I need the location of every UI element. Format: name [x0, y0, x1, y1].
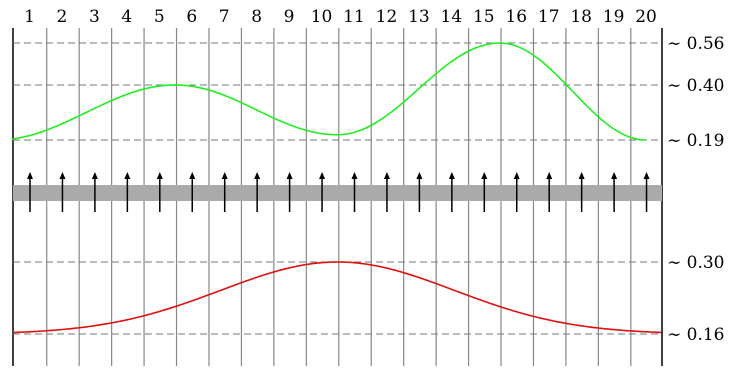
column-label: 8 — [251, 7, 262, 27]
up-arrow-icon — [189, 172, 196, 212]
column-label: 3 — [89, 7, 100, 27]
bottom-curve — [12, 261, 662, 334]
up-arrow-icon — [124, 172, 131, 212]
column-label: 4 — [121, 7, 132, 27]
top-curve — [12, 42, 646, 141]
level-label: ∼ 0.30 — [667, 253, 725, 273]
column-label: 17 — [538, 7, 560, 27]
column-label: 14 — [441, 7, 463, 27]
up-arrow-icon — [59, 172, 66, 212]
level-label: ∼ 0.40 — [667, 76, 725, 96]
column-label: 15 — [473, 7, 495, 27]
column-labels: 1 2 3 4 5 6 7 8 9 10 11 12 13 14 15 16 17 18 19 20 — [24, 7, 657, 27]
column-label: 12 — [376, 7, 398, 27]
up-arrow-icon — [383, 172, 390, 212]
column-label: 2 — [57, 7, 68, 27]
up-arrow-icon — [27, 172, 33, 212]
up-arrow-icon — [416, 172, 423, 212]
column-label: 13 — [408, 7, 430, 27]
up-arrow-icon — [448, 172, 455, 212]
up-arrow-icon — [546, 172, 553, 212]
up-arrow-icon — [91, 172, 98, 212]
up-arrow-icon — [351, 172, 358, 212]
up-arrow-icon — [513, 172, 520, 212]
up-arrow-icon — [643, 172, 650, 212]
up-arrow-icon — [286, 172, 293, 212]
level-labels: ∼ 0.56 ∼ 0.40 ∼ 0.19 ∼ 0.30 ∼ 0.16 — [667, 34, 725, 345]
column-label: 18 — [570, 7, 592, 27]
arrow-row — [27, 172, 650, 212]
column-label: 7 — [219, 7, 230, 27]
up-arrow-icon — [221, 172, 228, 212]
up-arrow-icon — [156, 172, 163, 212]
up-arrow-icon — [578, 172, 585, 212]
up-arrow-icon — [481, 172, 488, 212]
column-label: 19 — [603, 7, 625, 27]
gray-band — [13, 185, 662, 201]
column-label: 9 — [284, 7, 295, 27]
column-label: 20 — [635, 7, 657, 27]
level-label: ∼ 0.56 — [667, 34, 725, 54]
column-label: 5 — [154, 7, 165, 27]
up-arrow-icon — [611, 172, 618, 212]
up-arrow-icon — [254, 172, 261, 212]
column-label: 1 — [24, 7, 35, 27]
up-arrow-icon — [319, 172, 326, 212]
level-label: ∼ 0.16 — [667, 325, 725, 345]
column-label: 10 — [311, 7, 333, 27]
column-label: 11 — [343, 7, 365, 27]
column-label: 6 — [186, 7, 197, 27]
level-label: ∼ 0.19 — [667, 131, 725, 151]
column-label: 16 — [505, 7, 527, 27]
